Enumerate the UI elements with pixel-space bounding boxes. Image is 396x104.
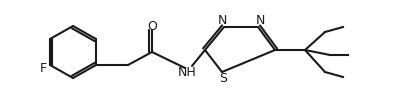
Text: N: N bbox=[217, 14, 227, 27]
Text: S: S bbox=[219, 72, 227, 85]
Text: NH: NH bbox=[178, 66, 196, 79]
Text: F: F bbox=[40, 61, 47, 74]
Text: O: O bbox=[147, 20, 157, 33]
Text: N: N bbox=[255, 14, 265, 27]
